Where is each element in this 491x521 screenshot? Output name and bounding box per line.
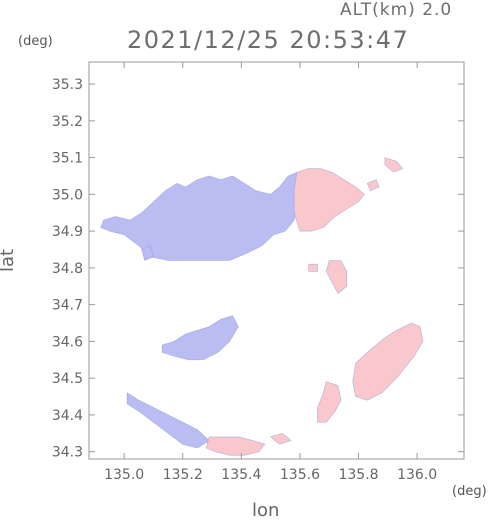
echo-region-negative-7 (161, 315, 239, 361)
echo-region-positive-4 (366, 179, 380, 192)
x-axis-ticks: 135.0 135.2 135.4 135.6 135.8 136.0 (104, 62, 437, 483)
y-tick-label: 34.8 (52, 261, 83, 277)
y-tick-label: 35.0 (52, 187, 83, 203)
echo-regions (100, 157, 424, 456)
y-tick-label: 34.6 (52, 334, 83, 350)
echo-region-negative-1 (141, 245, 154, 261)
y-tick-label: 34.3 (52, 445, 83, 461)
altitude-label: ALT(km) 2.0 (340, 0, 453, 20)
x-tick-label: 135.8 (338, 467, 378, 483)
echo-region-positive-11 (205, 436, 266, 456)
x-axis-title: lon (252, 500, 280, 521)
timestamp-title: 2021/12/25 20:53:47 (127, 26, 410, 54)
echo-region-negative-0 (100, 171, 301, 261)
y-tick-label: 34.9 (52, 224, 83, 240)
x-tick-label: 136.0 (397, 467, 437, 483)
y-tick-label: 34.5 (52, 371, 83, 387)
y-tick-label: 35.3 (52, 77, 83, 93)
y-tick-label: 34.7 (52, 298, 83, 314)
echo-region-positive-6 (308, 263, 318, 272)
y-tick-label: 35.2 (52, 114, 83, 130)
x-axis-unit: (deg) (452, 484, 487, 499)
x-tick-label: 135.2 (163, 467, 203, 483)
echo-region-positive-12 (269, 432, 292, 445)
echo-region-positive-8 (352, 322, 424, 401)
echo-region-positive-2 (293, 168, 365, 232)
plot-frame (88, 61, 465, 460)
x-tick-label: 135.6 (280, 467, 320, 483)
echo-region-positive-3 (384, 157, 403, 173)
x-tick-label: 135.4 (221, 467, 261, 483)
y-tick-label: 35.1 (52, 151, 83, 167)
y-axis-unit: (deg) (18, 34, 53, 49)
y-axis-ticks: 34.3 34.4 34.5 34.6 34.7 34.8 34.9 35.0 35.1 35.2… (52, 77, 464, 461)
echo-region-negative-10 (126, 392, 210, 449)
y-tick-label: 34.4 (52, 408, 83, 424)
echo-region-positive-9 (317, 381, 342, 423)
x-tick-label: 135.0 (104, 467, 144, 483)
echo-region-positive-5 (325, 260, 348, 295)
